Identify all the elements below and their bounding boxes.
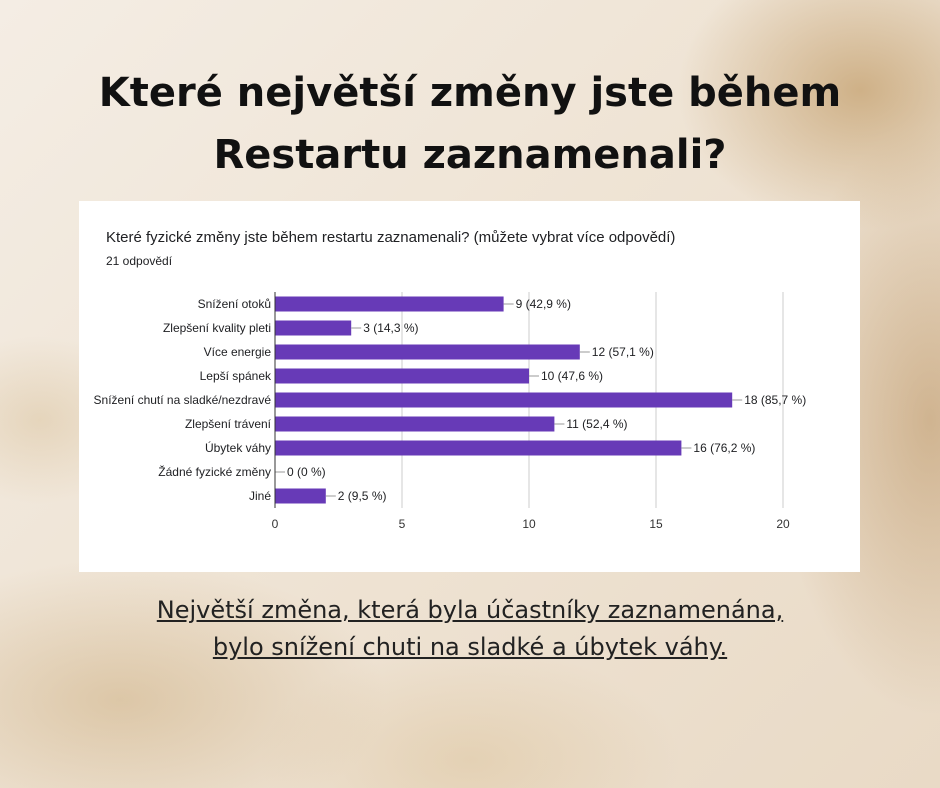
bar	[275, 488, 326, 504]
bar	[275, 344, 580, 360]
data-label: 3 (14,3 %)	[363, 321, 418, 335]
data-label: 11 (52,4 %)	[566, 417, 627, 431]
x-tick-label: 10	[522, 517, 536, 531]
data-label: 10 (47,6 %)	[541, 369, 603, 383]
chart-title: Které fyzické změny jste během restartu …	[106, 229, 676, 246]
category-label: Lepší spánek	[200, 369, 272, 383]
bar	[275, 440, 682, 456]
x-tick-label: 0	[272, 517, 279, 531]
chart-card: Které fyzické změny jste během restartu …	[79, 201, 860, 572]
data-label: 12 (57,1 %)	[592, 345, 654, 359]
category-label: Jiné	[249, 489, 271, 503]
category-label: Snížení otoků	[198, 297, 271, 311]
conclusion-text: Největší změna, která byla účastníky zaz…	[156, 596, 784, 661]
bar-chart: 0 5 10 15 20 Snížení otoků 9 (42,9 %) Zlepšení …	[94, 292, 806, 531]
bar	[275, 320, 352, 336]
bar	[275, 296, 504, 312]
category-label: Žádné fyzické změny	[158, 464, 271, 479]
page-headline: Které největší změny jste během Restartu…	[98, 70, 842, 178]
category-label: Zlepšení kvality pleti	[163, 321, 271, 335]
data-label: 18 (85,7 %)	[744, 393, 806, 407]
data-label: 9 (42,9 %)	[516, 297, 571, 311]
category-label: Úbytek váhy	[205, 440, 271, 455]
x-tick-label: 5	[399, 517, 406, 531]
data-label: 2 (9,5 %)	[338, 489, 387, 503]
category-label: Snížení chutí na sladké/nezdravé	[94, 393, 272, 407]
data-label: 0 (0 %)	[287, 465, 326, 479]
data-label: 16 (76,2 %)	[693, 441, 755, 455]
x-tick-label: 20	[776, 517, 790, 531]
bar	[275, 392, 733, 408]
category-label: Více energie	[204, 345, 272, 359]
bar	[275, 368, 529, 384]
category-label: Zlepšení trávení	[185, 417, 272, 431]
x-tick-label: 15	[649, 517, 663, 531]
response-count: 21 odpovědí	[106, 254, 173, 268]
bar	[275, 416, 555, 432]
